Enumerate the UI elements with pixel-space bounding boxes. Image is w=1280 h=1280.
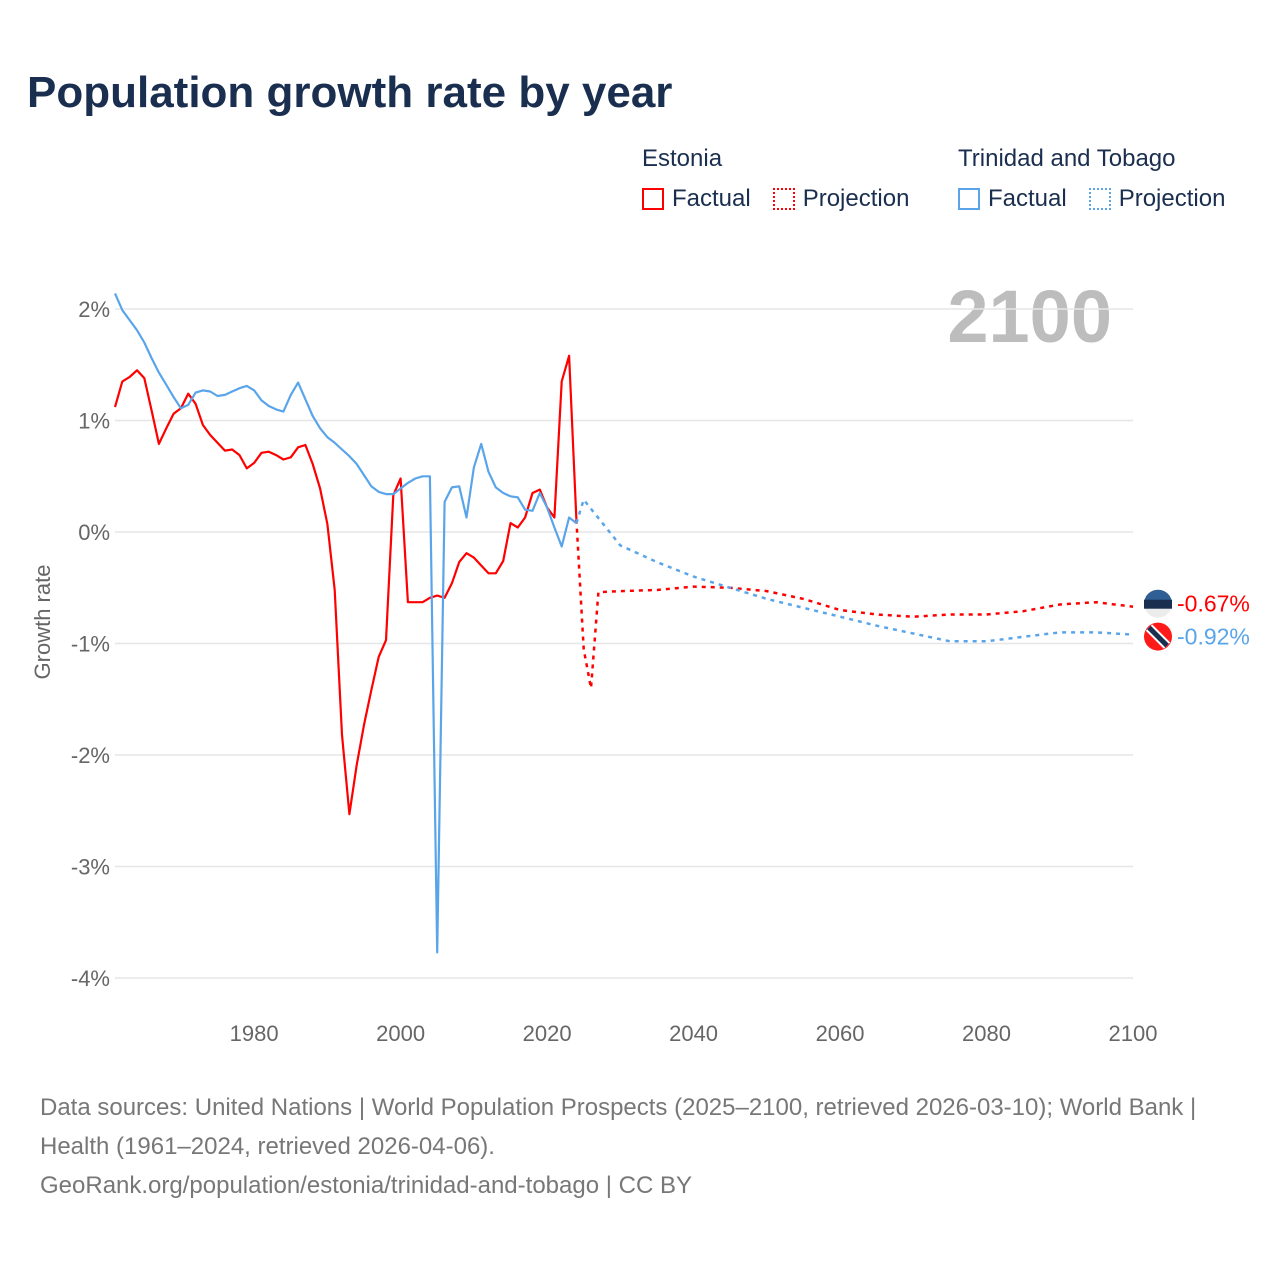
trinidad-projection-line <box>575 497 1134 643</box>
legend-item-trinidad-factual[interactable]: Factual <box>958 185 1067 213</box>
x-tick-label: 2020 <box>523 1021 572 1046</box>
legend-label: Projection <box>802 185 910 212</box>
source-note: Data sources: United Nations | World Pop… <box>40 1088 1240 1205</box>
year-overlay-label: 2100 <box>947 275 1112 358</box>
estonia-projection-line <box>575 519 1134 689</box>
legend-group-trinidad: Trinidad and Tobago Factual Projection <box>958 145 1241 213</box>
y-tick-label: 2% <box>78 297 110 322</box>
flag-band <box>1147 625 1169 648</box>
flag-band <box>1144 599 1172 609</box>
dotted-swatch-icon <box>772 188 795 210</box>
legend-group-estonia: Estonia Factual Projection <box>642 145 925 213</box>
x-tick-label: 1980 <box>230 1021 279 1046</box>
x-tick-label: 2000 <box>376 1021 425 1046</box>
x-tick-label: 2060 <box>816 1021 865 1046</box>
legend-label: Factual <box>672 185 751 212</box>
source-text: Data sources: United Nations | World Pop… <box>40 1094 1197 1160</box>
estonia-factual-line <box>113 354 578 816</box>
estonia-end-value-label: -0.67% <box>1177 591 1250 617</box>
x-tick-label: 2100 <box>1109 1021 1158 1046</box>
y-tick-label: -4% <box>71 966 110 991</box>
y-tick-label: 0% <box>78 520 110 545</box>
x-tick-label: 2080 <box>962 1021 1011 1046</box>
solid-swatch-icon <box>958 188 980 210</box>
legend-item-estonia-factual[interactable]: Factual <box>642 185 751 213</box>
x-tick-label: 2040 <box>669 1021 718 1046</box>
dotted-swatch-icon <box>1088 188 1111 210</box>
y-axis-label: Growth rate <box>30 565 55 680</box>
chart-title: Population growth rate by year <box>27 68 673 117</box>
legend-label: Projection <box>1118 185 1226 212</box>
y-tick-label: -1% <box>71 632 110 657</box>
y-tick-label: -3% <box>71 855 110 880</box>
legend-group-title: Estonia <box>642 145 723 172</box>
solid-swatch-icon <box>642 188 664 210</box>
y-tick-label: -2% <box>71 743 110 768</box>
y-tick-label: 1% <box>78 409 110 434</box>
trinidad-end-value-label: -0.92% <box>1177 624 1250 650</box>
legend-label: Factual <box>988 185 1067 212</box>
trinidad-factual-line <box>113 292 578 954</box>
source-link[interactable]: GeoRank.org/population/estonia/trinidad-… <box>40 1172 692 1199</box>
legend-item-estonia-projection[interactable]: Projection <box>772 185 910 213</box>
legend-group-title: Trinidad and Tobago <box>958 145 1176 172</box>
legend-item-trinidad-projection[interactable]: Projection <box>1088 185 1226 213</box>
